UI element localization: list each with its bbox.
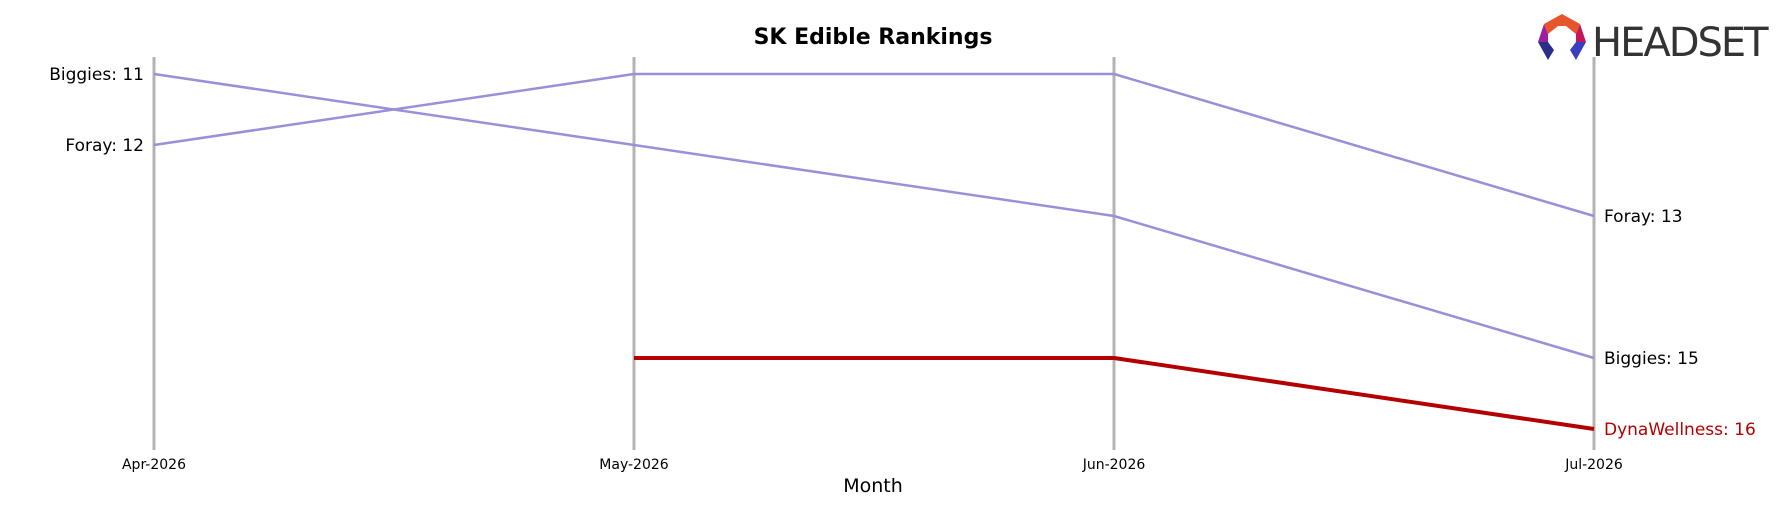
end-label-foray: Foray: 13	[1604, 207, 1683, 227]
x-axis-label: Month	[843, 475, 903, 497]
x-tick-may-2026: May-2026	[599, 457, 668, 473]
series-lines	[153, 72, 1595, 431]
start-label-biggies: Biggies: 11	[49, 65, 144, 85]
series-line-biggies	[153, 72, 1595, 360]
headset-logo-mark-icon	[1538, 14, 1586, 60]
start-label-foray: Foray: 12	[65, 136, 144, 156]
x-tick-jul-2026: Jul-2026	[1564, 457, 1623, 473]
month-gridlines	[152, 57, 1596, 450]
series-line-foray	[153, 72, 1595, 218]
end-label-biggies: Biggies: 15	[1604, 349, 1699, 369]
headset-logo: HEADSET	[1538, 14, 1771, 66]
chart-title: SK Edible Rankings	[754, 25, 993, 50]
logo-wordmark: HEADSET	[1592, 20, 1769, 66]
series-labels: Biggies: 11 Biggies: 15 Foray: 12 Foray: 13…	[49, 65, 1756, 440]
x-tick-labels: Apr-2026 May-2026 Jun-2026 Jul-2026	[122, 457, 1623, 473]
end-label-dynawellness: DynaWellness: 16	[1604, 420, 1756, 440]
x-tick-apr-2026: Apr-2026	[122, 457, 186, 473]
x-tick-jun-2026: Jun-2026	[1082, 457, 1146, 473]
series-line-dynawellness	[634, 356, 1595, 431]
